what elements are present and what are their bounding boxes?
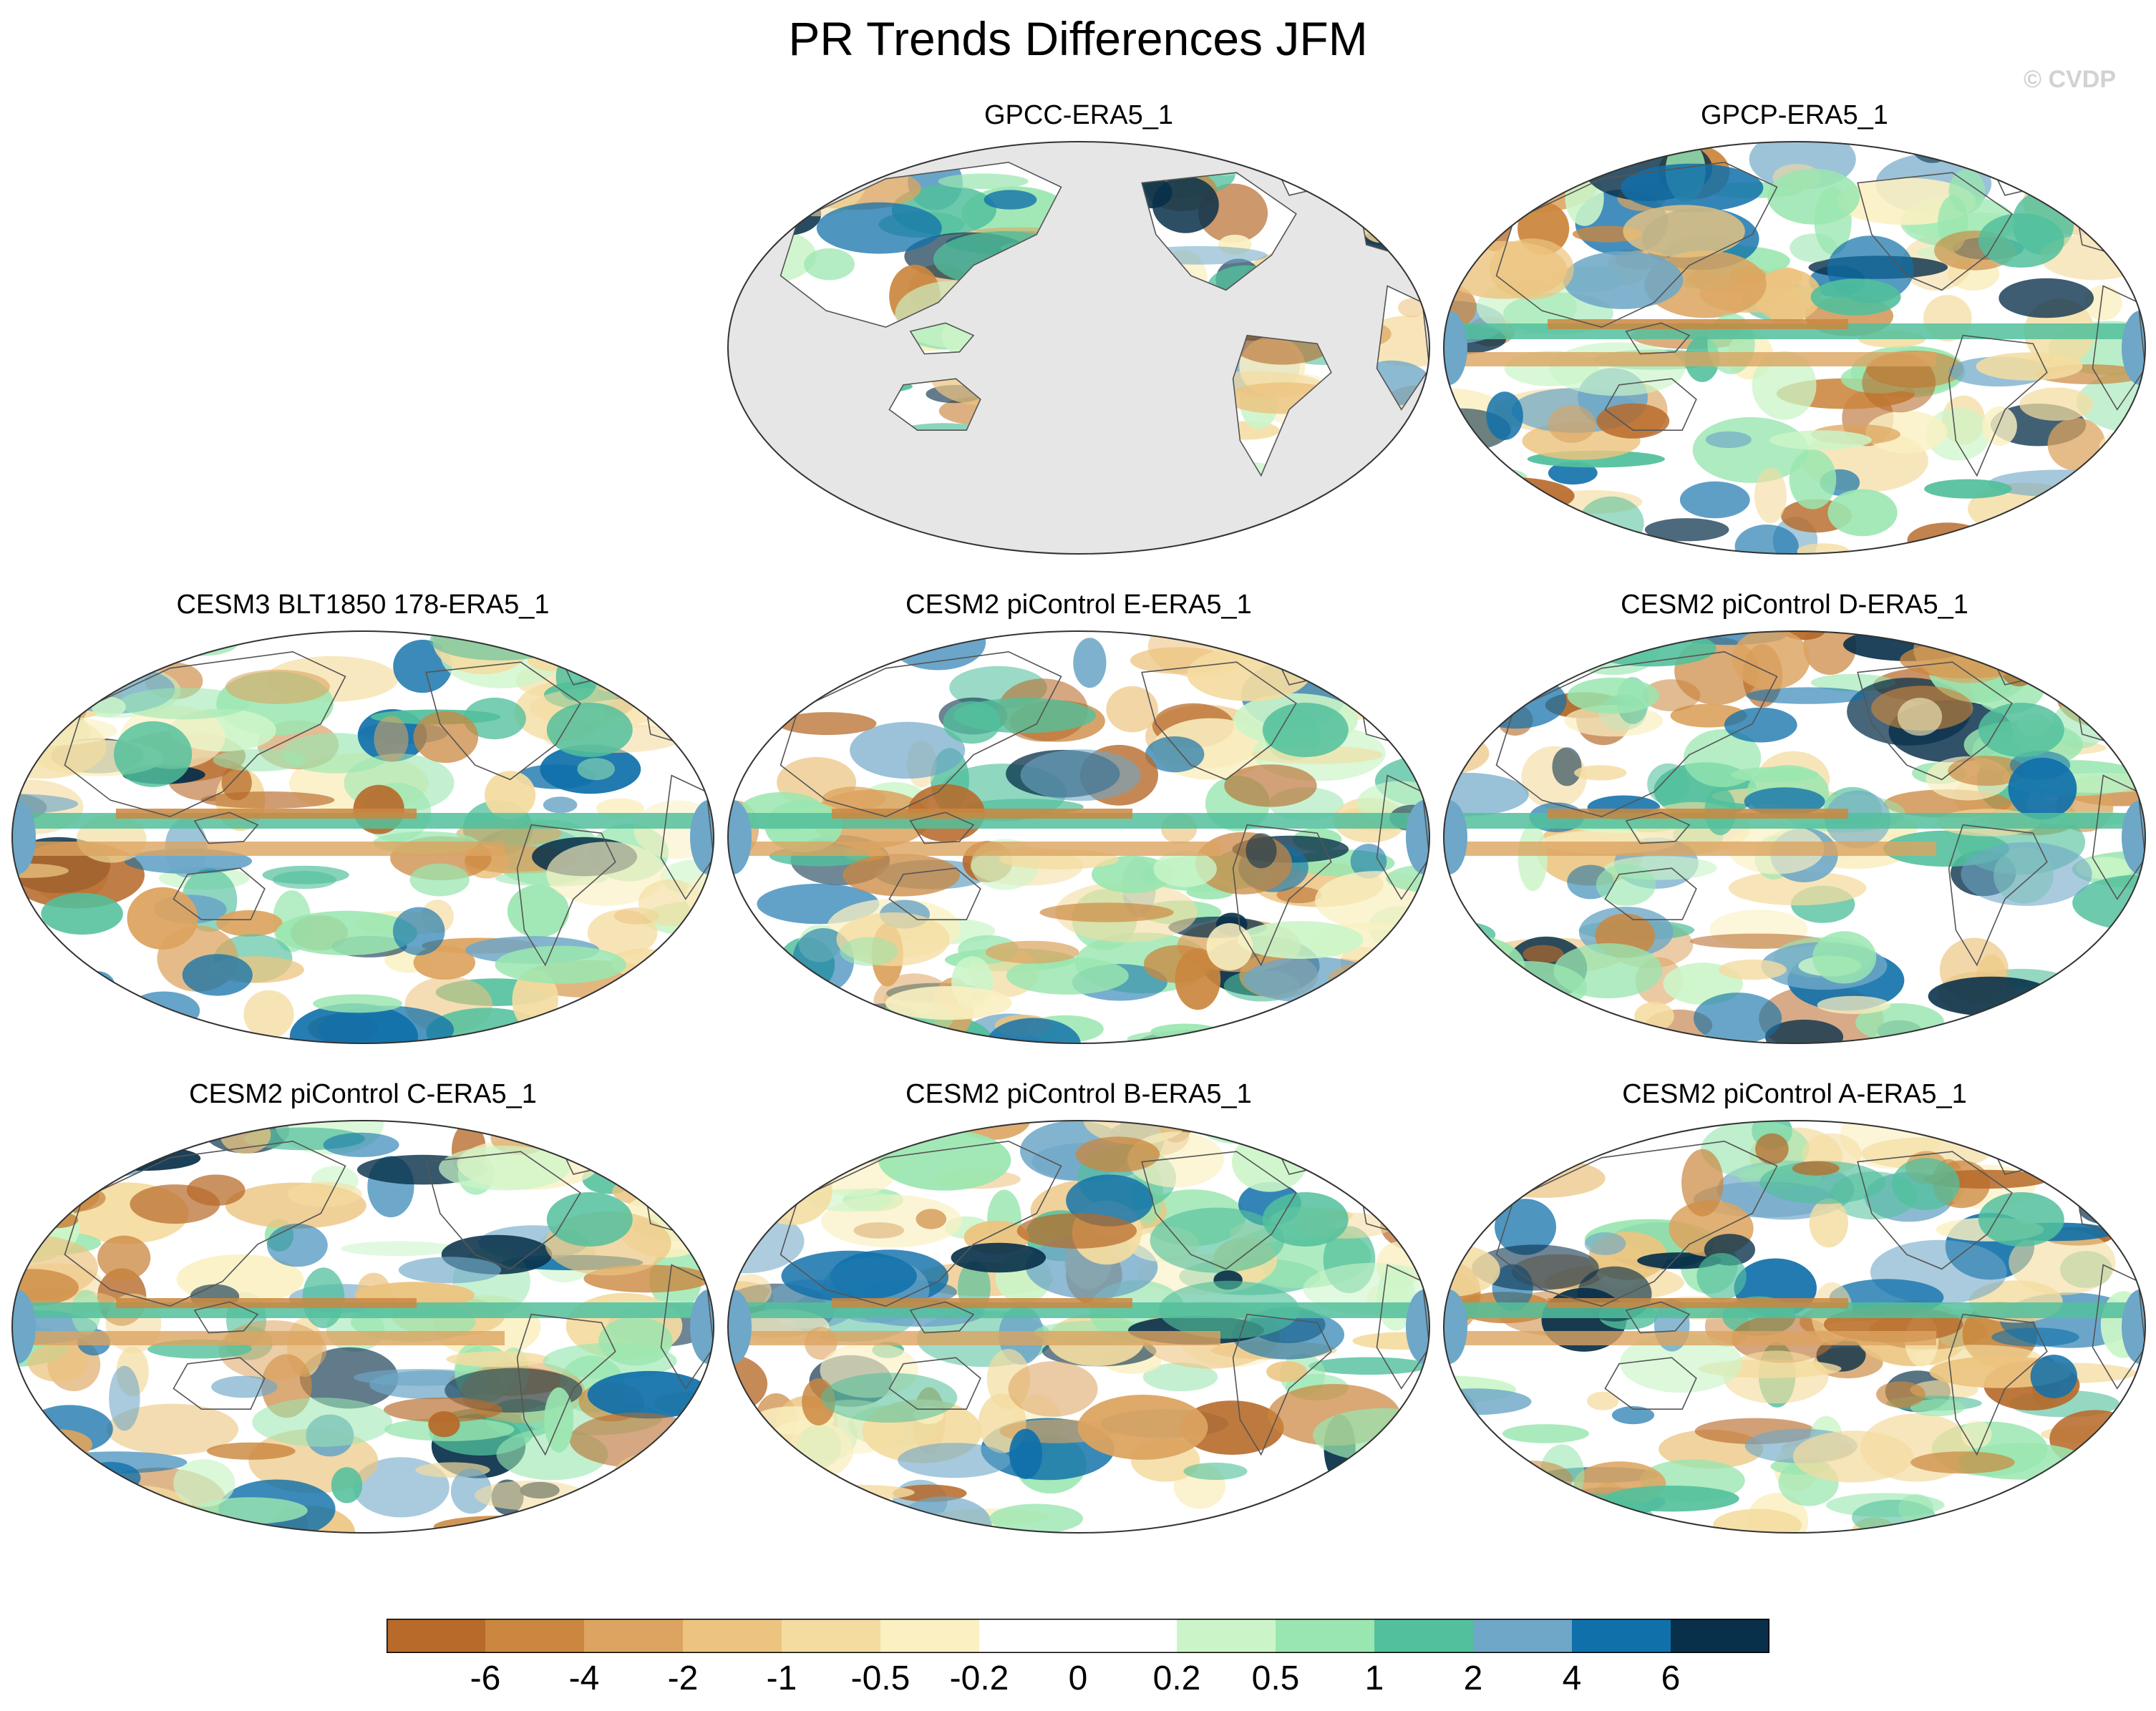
colorbar-tick-label: 2: [1463, 1659, 1483, 1697]
colorbar-tick-label: -4: [568, 1659, 600, 1697]
figure-title: PR Trends Differences JFM: [788, 12, 1368, 65]
map-panel-cesm3-blt1850: CESM3 BLT1850 178-ERA5_1: [9, 588, 717, 1046]
colorbar-swatch: [1078, 1619, 1177, 1653]
map-cesm2-e: [727, 630, 1430, 1044]
map-cesm2-d: [1443, 630, 2146, 1044]
map-gpcc: [727, 141, 1430, 555]
colorbar-tick-label: -6: [470, 1659, 501, 1697]
map-panel-gpcp: GPCP-ERA5_1: [1440, 99, 2149, 557]
colorbar-tick-label: 0.2: [1152, 1659, 1201, 1697]
colorbar-swatch: [880, 1619, 980, 1653]
colorbar-tick-label: -1: [766, 1659, 797, 1697]
map-cesm2-a: [1443, 1120, 2146, 1534]
colorbar-swatch: [1671, 1619, 1769, 1653]
colorbar-swatch: [1177, 1619, 1276, 1653]
map-cesm3-blt1850: [11, 630, 714, 1044]
colorbar-swatch: [979, 1619, 1079, 1653]
panel-title: GPCC-ERA5_1: [984, 100, 1173, 130]
colorbar-swatch: [683, 1619, 782, 1653]
map-panel-gpcc: GPCC-ERA5_1: [724, 99, 1433, 557]
panel-title: CESM2 piControl C-ERA5_1: [189, 1079, 537, 1109]
colorbar-tick-label: 0.5: [1251, 1659, 1300, 1697]
colorbar-labels: -6 -4 -2 -1 -0.5 -0.2 0 0.2 0.5 1 2 4 6: [387, 1659, 1769, 1702]
colorbar-tick-label: 1: [1364, 1659, 1384, 1697]
colorbar-swatch: [387, 1619, 486, 1653]
colorbar-swatch: [782, 1619, 881, 1653]
colorbar-swatch: [584, 1619, 684, 1653]
colorbar-tick-label: 0: [1068, 1659, 1088, 1697]
map-panel-cesm2-e: CESM2 piControl E-ERA5_1: [724, 588, 1433, 1046]
colorbar-tick-label: 6: [1661, 1659, 1681, 1697]
colorbar-swatch: [1572, 1619, 1671, 1653]
map-panel-cesm2-c: CESM2 piControl C-ERA5_1: [9, 1078, 717, 1536]
colorbar-swatch: [1473, 1619, 1573, 1653]
panel-title: CESM2 piControl A-ERA5_1: [1622, 1079, 1967, 1109]
map-cesm2-b: [727, 1120, 1430, 1534]
colorbar-tick-label: -0.5: [850, 1659, 911, 1697]
colorbar-tick-label: -2: [667, 1659, 699, 1697]
map-panel-cesm2-d: CESM2 piControl D-ERA5_1: [1440, 588, 2149, 1046]
cvdp-credit: © CVDP: [2024, 66, 2116, 93]
colorbar-swatch: [485, 1619, 585, 1653]
map-cesm2-c: [11, 1120, 714, 1534]
colorbar: [387, 1619, 1769, 1653]
panel-title: GPCP-ERA5_1: [1701, 100, 1888, 130]
colorbar-swatch: [1276, 1619, 1375, 1653]
panel-title: CESM3 BLT1850 178-ERA5_1: [176, 590, 550, 620]
panel-title: CESM2 piControl E-ERA5_1: [905, 590, 1252, 620]
panel-title: CESM2 piControl B-ERA5_1: [905, 1079, 1252, 1109]
colorbar-tick-label: -0.2: [949, 1659, 1009, 1697]
panel-title: CESM2 piControl D-ERA5_1: [1621, 590, 1968, 620]
map-panel-cesm2-a: CESM2 piControl A-ERA5_1: [1440, 1078, 2149, 1536]
map-panel-cesm2-b: CESM2 piControl B-ERA5_1: [724, 1078, 1433, 1536]
colorbar-tick-label: 4: [1562, 1659, 1582, 1697]
map-gpcp: [1443, 141, 2146, 555]
colorbar-swatch: [1374, 1619, 1474, 1653]
